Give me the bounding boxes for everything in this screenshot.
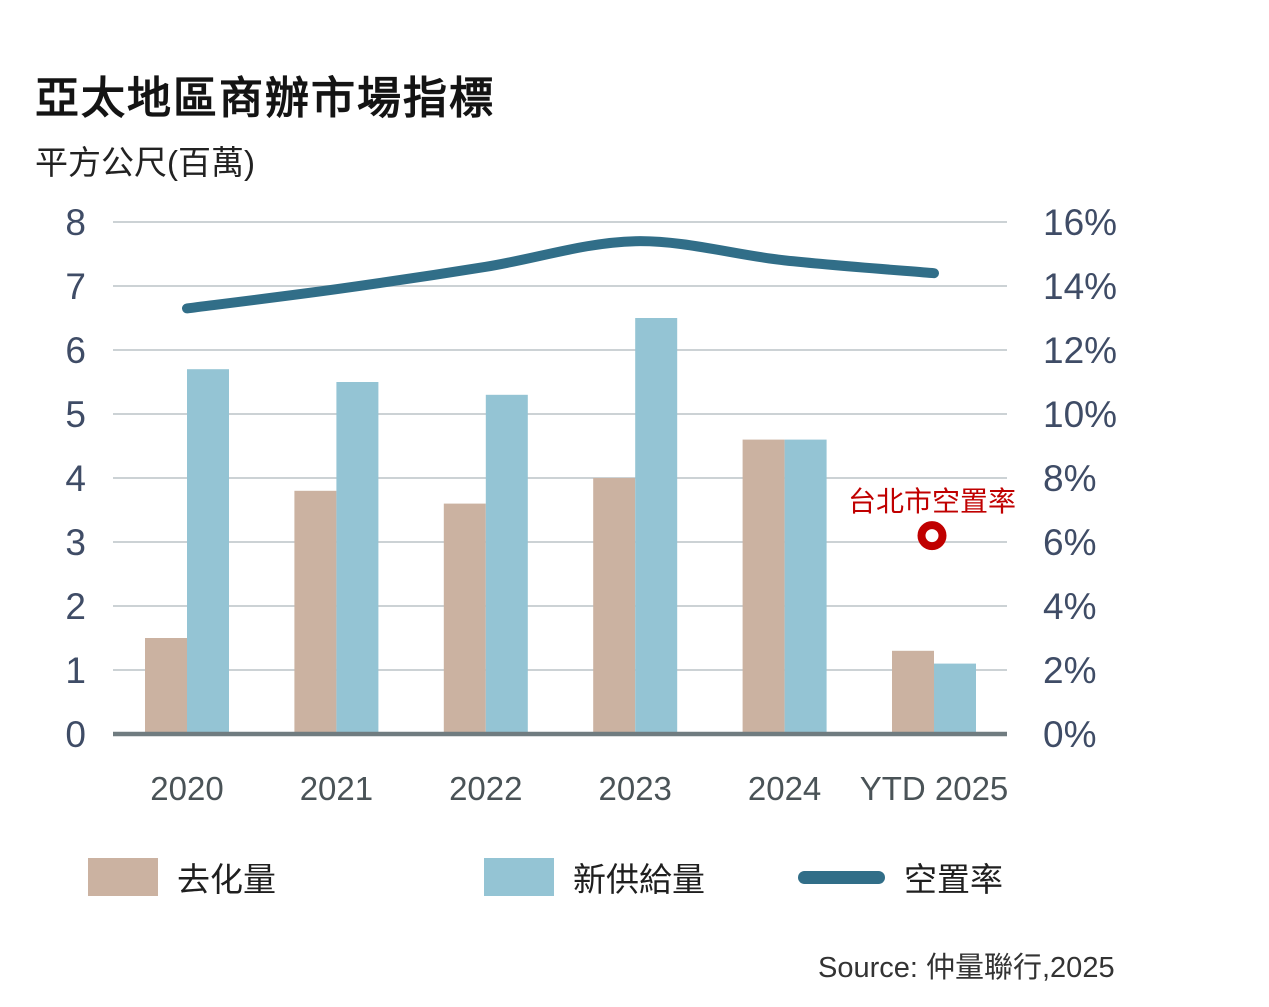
- legend-item-absorption: 去化量: [88, 856, 276, 898]
- x-axis-label-2020: 2020: [150, 770, 223, 807]
- y-axis-right-tick-label: 10%: [1043, 394, 1117, 435]
- legend-label-absorption: 去化量: [177, 861, 276, 898]
- y-axis-left-tick-label: 0: [65, 714, 86, 755]
- y-axis-left-tick-label: 8: [65, 202, 86, 243]
- absorption-swatch-icon: [88, 858, 158, 896]
- legend-label-vacancy-rate: 空置率: [904, 861, 1003, 898]
- bar-new-supply-2022: [485, 394, 528, 734]
- x-axis-label-2022: 2022: [449, 770, 522, 807]
- new-supply-swatch-icon: [484, 858, 554, 896]
- y-axis-right-tick-label: 8%: [1043, 458, 1096, 499]
- bar-new-supply-YTD-2025: [934, 663, 976, 734]
- taipei-vacancy-label: 台北市空置率: [848, 486, 1016, 517]
- vacancy-line-swatch-icon: [798, 870, 885, 884]
- y-axis-right-tick-label: 4%: [1043, 586, 1096, 627]
- bar-absorption-2020: [145, 638, 187, 734]
- bar-absorption-YTD-2025: [892, 650, 934, 734]
- y-axis-right-tick-label: 6%: [1043, 522, 1096, 563]
- y-axis-left-tick-label: 6: [65, 330, 86, 371]
- y-axis-left-tick-label: 2: [65, 586, 86, 627]
- bar-new-supply-2021: [336, 382, 379, 734]
- legend-item-new-supply: 新供給量: [484, 856, 705, 898]
- x-axis-label-2024: 2024: [748, 770, 821, 807]
- y-axis-right-tick-label: 16%: [1043, 202, 1117, 243]
- y-axis-left-tick-label: 3: [65, 522, 86, 563]
- chart-title: 亞太地區商辦市場指標: [35, 74, 495, 123]
- chart-unit-label: 平方公尺(百萬): [35, 144, 255, 181]
- bar-new-supply-2023: [635, 318, 678, 734]
- y-axis-left-tick-label: 7: [65, 266, 86, 307]
- source-note: Source: 仲量聯行,2025: [818, 952, 1115, 984]
- y-axis-right-tick-label: 12%: [1043, 330, 1117, 371]
- bar-new-supply-2024: [784, 439, 827, 734]
- y-axis-left-tick-label: 5: [65, 394, 86, 435]
- taipei-vacancy-marker: [917, 521, 947, 551]
- y-axis-left-tick-label: 4: [65, 458, 86, 499]
- x-axis-label-2021: 2021: [300, 770, 373, 807]
- vacancy-line: [182, 236, 939, 314]
- y-axis-right-tick-label: 2%: [1043, 650, 1096, 691]
- legend-item-vacancy-rate: 空置率: [798, 856, 1003, 898]
- bar-absorption-2021: [294, 490, 337, 734]
- y-axis-right-tick-label: 14%: [1043, 266, 1117, 307]
- x-axis-label-2023: 2023: [598, 770, 671, 807]
- bar-absorption-2022: [443, 503, 486, 734]
- bar-new-supply-2020: [187, 369, 229, 734]
- y-axis-left-tick-label: 1: [65, 650, 86, 691]
- x-axis-label-YTD-2025: YTD 2025: [860, 770, 1009, 807]
- bar-absorption-2023: [593, 478, 636, 734]
- y-axis-right-tick-label: 0%: [1043, 714, 1096, 755]
- bar-absorption-2024: [742, 439, 785, 734]
- legend-label-new-supply: 新供給量: [573, 861, 705, 898]
